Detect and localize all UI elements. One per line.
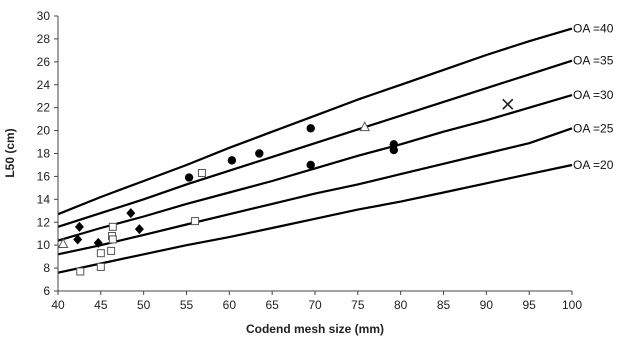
- y-tick-label: 24: [37, 78, 51, 92]
- x-tick-label: 85: [437, 298, 451, 312]
- curve-line: [57, 163, 573, 274]
- curve-label: OA =30: [573, 88, 614, 102]
- curve-labels: OA =40 OA =35 OA =30 OA =25 OA =20: [573, 22, 614, 172]
- y-tick-label: 28: [37, 32, 51, 46]
- x-tick-label: 80: [394, 298, 408, 312]
- y-tick-label: 14: [37, 192, 51, 206]
- y-tick-label: 6: [43, 284, 50, 298]
- circle-point: [255, 149, 264, 158]
- x-tick-label: 75: [351, 298, 365, 312]
- y-axis-ticks: 6 8 10 12 14 16 18 20 22 24 26 28 30: [37, 9, 58, 298]
- x-axis-ticks: 40 45 50 55 60 65 70 75 80 85 90 95 100: [51, 291, 582, 312]
- curve-label: OA =25: [573, 121, 614, 135]
- x-tick-label: 40: [51, 298, 65, 312]
- square-point: [96, 249, 105, 258]
- y-tick-label: 22: [37, 101, 51, 115]
- circle-point: [306, 124, 315, 133]
- curve-line: [57, 59, 573, 228]
- square-point: [191, 217, 200, 226]
- x-tick-label: 65: [265, 298, 279, 312]
- curves: [57, 27, 573, 274]
- y-tick-label: 10: [37, 238, 51, 252]
- curve-line: [57, 94, 573, 242]
- diamond-point: [73, 234, 83, 245]
- cross-point: [502, 98, 514, 110]
- y-tick-label: 20: [37, 124, 51, 138]
- y-tick-label: 30: [37, 9, 51, 23]
- square-point: [197, 168, 206, 177]
- x-tick-label: 95: [522, 298, 536, 312]
- x-tick-label: 100: [562, 298, 582, 312]
- x-axis-title: Codend mesh size (mm): [246, 322, 384, 336]
- diamond-point: [74, 221, 84, 232]
- y-tick-label: 8: [43, 261, 50, 275]
- square-point: [107, 246, 116, 255]
- triangle-point: [359, 121, 371, 132]
- x-tick-label: 60: [223, 298, 237, 312]
- curve-label: OA =40: [573, 22, 614, 36]
- y-axis-title: L50 (cm): [3, 128, 17, 177]
- x-tick-label: 55: [180, 298, 194, 312]
- diamond-point: [134, 224, 144, 235]
- circle-point: [227, 156, 237, 165]
- data-points: [57, 98, 514, 276]
- x-tick-label: 45: [94, 298, 108, 312]
- y-tick-label: 26: [37, 55, 51, 69]
- diamond-point: [126, 208, 136, 219]
- curve-label: OA =20: [573, 158, 614, 172]
- triangle-point: [57, 237, 69, 249]
- y-tick-label: 18: [37, 147, 51, 161]
- circle-point: [184, 173, 194, 182]
- curve-label: OA =35: [573, 54, 614, 68]
- x-tick-label: 70: [308, 298, 322, 312]
- y-tick-label: 16: [37, 169, 51, 183]
- square-point: [108, 222, 117, 231]
- square-point: [96, 262, 105, 271]
- curve-line: [57, 27, 573, 216]
- x-tick-label: 50: [137, 298, 151, 312]
- y-tick-label: 12: [37, 215, 51, 229]
- circle-point: [389, 145, 399, 155]
- x-tick-label: 90: [480, 298, 494, 312]
- square-point: [108, 235, 117, 244]
- square-point: [76, 267, 85, 276]
- curve-line: [57, 127, 573, 256]
- circle-point: [306, 160, 315, 170]
- diamond-point: [93, 237, 103, 248]
